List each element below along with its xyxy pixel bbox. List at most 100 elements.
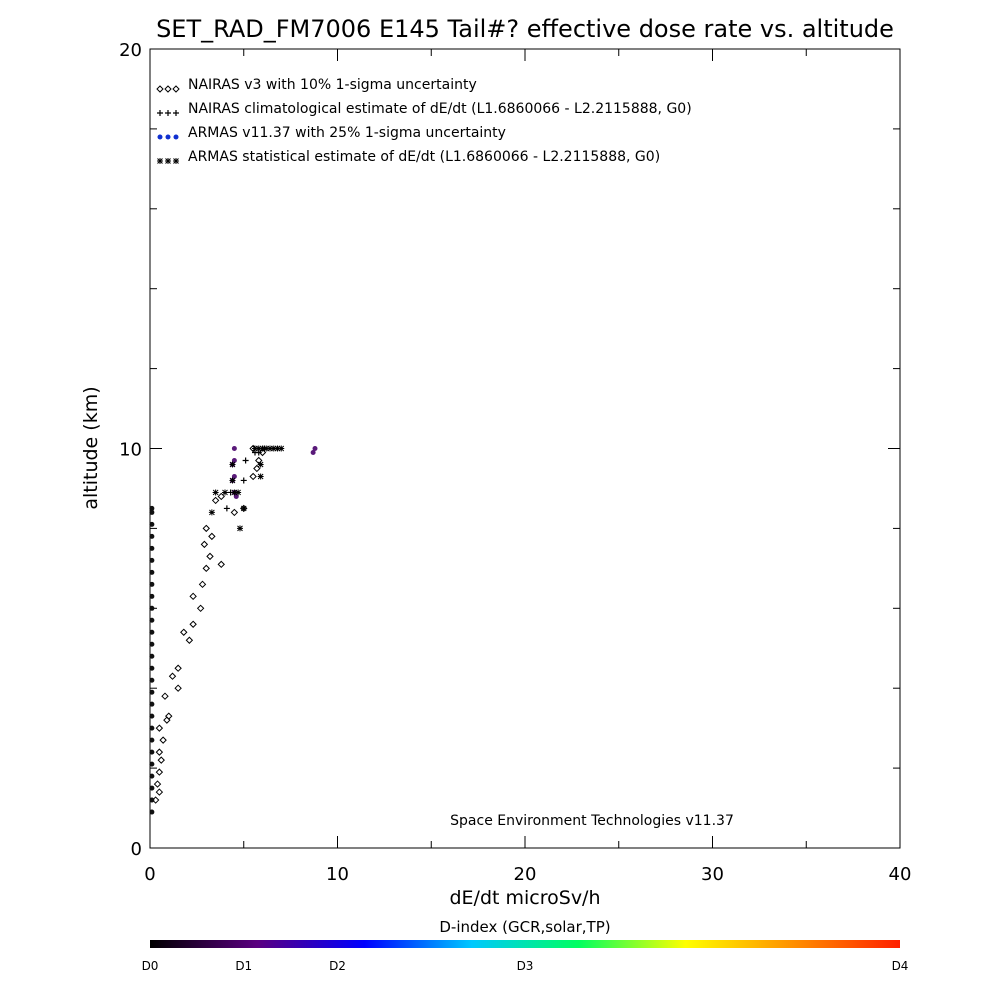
dot-marker: [149, 773, 155, 779]
plus-marker: [223, 505, 230, 512]
diamond-marker: [168, 672, 177, 680]
diamond-marker: [217, 560, 225, 569]
legend-entry: NAIRAS climatological estimate of dE/dt …: [157, 101, 692, 117]
legend-label: NAIRAS v3 with 10% 1-sigma uncertainty: [188, 77, 477, 93]
dot-marker: [149, 689, 155, 695]
diamond-marker: [157, 756, 165, 764]
asterisk-marker: [255, 445, 262, 452]
dot-marker: [231, 473, 237, 479]
asterisk-marker: [165, 158, 171, 164]
data-points: [149, 444, 318, 815]
dot-marker: [149, 581, 155, 587]
dot-marker: [149, 809, 155, 815]
asterisk-marker: [157, 158, 163, 164]
plus-marker: [242, 457, 249, 464]
diamond-marker: [174, 684, 182, 692]
colorbar-label: D4: [892, 959, 909, 973]
dot-marker: [312, 446, 318, 451]
dot-marker: [149, 665, 155, 671]
colorbar-labels: D0 D1 D2 D3 D4: [142, 959, 909, 973]
diamond-marker: [174, 664, 182, 672]
legend-entry: ARMAS statistical estimate of dE/dt (L1.…: [157, 149, 660, 165]
dot-marker: [165, 134, 171, 140]
dot-marker: [149, 797, 155, 803]
diamond-marker: [230, 508, 239, 517]
asterisk-marker: [240, 505, 247, 512]
asterisk-marker: [274, 445, 281, 452]
dot-marker: [149, 653, 155, 659]
dot-marker: [157, 134, 163, 140]
series-diamond: [151, 444, 267, 804]
axes: 0 10 20 30 40 0 10 20: [119, 40, 911, 885]
dot-marker: [149, 749, 155, 755]
y-tick-label: 0: [131, 839, 142, 860]
dot-marker: [149, 605, 155, 611]
dot-marker: [149, 593, 155, 599]
diamond-marker: [163, 716, 171, 724]
legend-entry: NAIRAS v3 with 10% 1-sigma uncertainty: [156, 77, 477, 93]
dot-marker: [149, 557, 155, 563]
dot-marker: [149, 569, 155, 575]
diamond-marker: [253, 464, 261, 473]
diamond-marker: [156, 85, 164, 93]
diamond-marker: [202, 524, 210, 533]
dot-marker: [149, 521, 155, 527]
dot-marker: [173, 134, 179, 140]
diamond-marker: [206, 552, 214, 561]
asterisk-marker: [212, 489, 219, 496]
colorbar: [150, 940, 900, 948]
dot-marker: [149, 725, 155, 731]
asterisk-marker: [222, 489, 228, 496]
asterisk-marker: [235, 489, 242, 496]
x-tick-label: 0: [144, 864, 155, 885]
dot-marker: [149, 533, 155, 539]
asterisk-marker: [229, 477, 236, 484]
diamond-marker: [200, 540, 209, 549]
x-tick-label: 20: [514, 864, 537, 885]
legend: NAIRAS v3 with 10% 1-sigma uncertainty NA…: [156, 77, 692, 165]
diamond-marker: [211, 496, 220, 505]
dot-marker: [149, 509, 155, 515]
legend-label: NAIRAS climatological estimate of dE/dt …: [188, 101, 692, 117]
dot-marker: [149, 545, 155, 551]
dot-marker: [149, 617, 155, 623]
diamond-marker: [185, 636, 194, 644]
diamond-marker: [155, 724, 164, 732]
asterisk-marker: [257, 461, 264, 468]
x-axis-label: dE/dt microSv/h: [449, 887, 600, 909]
diamond-marker: [255, 456, 263, 465]
colorbar-label: D0: [142, 959, 159, 973]
dot-marker: [149, 505, 155, 511]
x-tick-label: 30: [701, 864, 724, 885]
dot-marker: [149, 641, 155, 647]
diamond-marker: [155, 748, 164, 756]
y-tick-label: 20: [119, 40, 142, 61]
diamond-marker: [165, 712, 173, 720]
asterisk-marker: [229, 461, 236, 468]
asterisk-marker: [257, 473, 264, 480]
asterisk-marker: [263, 445, 270, 452]
dot-marker: [149, 713, 155, 719]
colorbar-label: D3: [517, 959, 534, 973]
dot-marker: [231, 457, 237, 463]
diamond-marker: [208, 532, 216, 541]
diamond-marker: [155, 768, 164, 776]
credit-text: Space Environment Technologies v11.37: [450, 813, 734, 829]
y-tick-label: 10: [119, 440, 142, 461]
dot-marker: [149, 677, 155, 683]
dot-marker: [149, 785, 155, 791]
dot-marker: [149, 701, 155, 707]
series-dot: [149, 446, 318, 815]
asterisk-marker: [173, 158, 179, 164]
series-asterisk: [208, 445, 285, 532]
asterisk-marker: [208, 509, 215, 516]
asterisk-marker: [237, 525, 243, 532]
diamond-marker: [153, 780, 162, 788]
asterisk-marker: [267, 445, 273, 452]
colorbar-label: D1: [235, 959, 252, 973]
diamond-marker: [180, 628, 188, 636]
legend-entry: ARMAS v11.37 with 25% 1-sigma uncertaint…: [157, 125, 506, 141]
legend-label: ARMAS v11.37 with 25% 1-sigma uncertaint…: [188, 125, 506, 141]
dot-marker: [231, 446, 237, 451]
